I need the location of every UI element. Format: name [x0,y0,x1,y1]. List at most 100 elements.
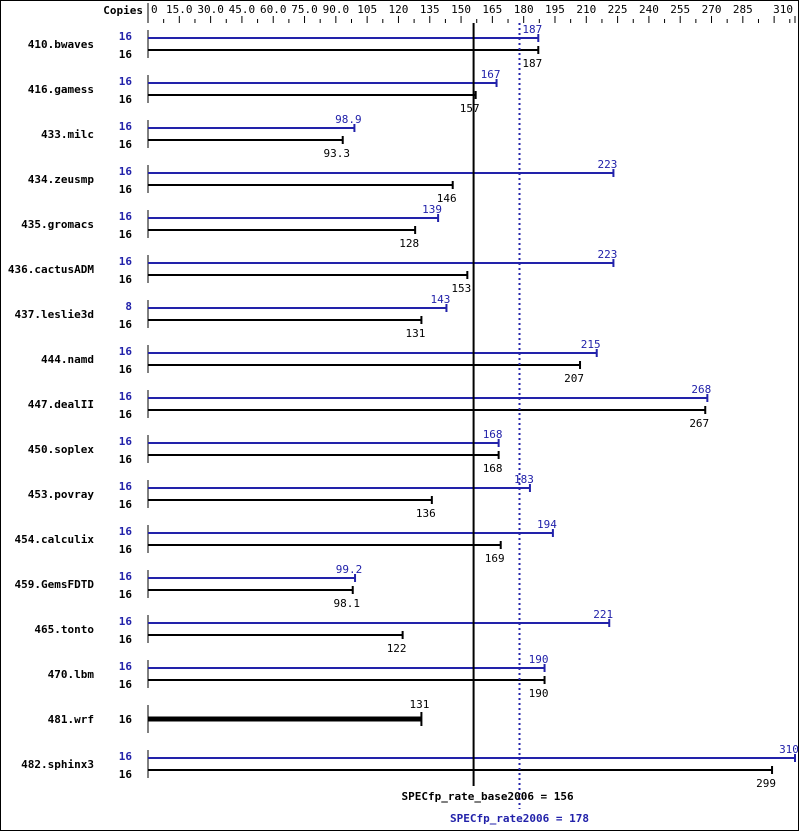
peak-value-label: 215 [581,338,601,351]
base-value-label: 136 [416,507,436,520]
peak-value-label: 310 [779,743,799,756]
base-value-label: 122 [387,642,407,655]
peak-value-label: 99.2 [336,563,363,576]
peak-copies: 16 [119,480,133,493]
peak-copies: 16 [119,615,133,628]
peak-copies: 16 [119,210,133,223]
base-value-label: 153 [451,282,471,295]
peak-value-label: 268 [691,383,711,396]
base-value-label: 299 [756,777,776,790]
x-tick-label: 285 [733,3,753,16]
base-summary-label: SPECfp_rate_base2006 = 156 [401,790,574,803]
peak-value-label: 167 [481,68,501,81]
x-tick-label: 30.0 [197,3,224,16]
base-value-label: 207 [564,372,584,385]
peak-value-label: 139 [422,203,442,216]
peak-value-label: 190 [529,653,549,666]
benchmark-label: 459.GemsFDTD [15,578,95,591]
peak-copies: 16 [119,75,133,88]
peak-copies: 16 [119,120,133,133]
base-value-label: 128 [399,237,419,250]
peak-value-label: 194 [537,518,557,531]
x-tick-label: 75.0 [291,3,318,16]
x-tick-label: 210 [576,3,596,16]
peak-value-label: 168 [483,428,503,441]
benchmark-label: 482.sphinx3 [21,758,94,771]
base-copies: 16 [119,93,133,106]
base-copies: 16 [119,768,133,781]
benchmark-label: 470.lbm [48,668,95,681]
peak-value-label: 183 [514,473,534,486]
base-copies: 16 [119,183,133,196]
benchmark-label: 454.calculix [15,533,95,546]
peak-summary-label: SPECfp_rate2006 = 178 [450,812,589,825]
x-tick-label: 180 [514,3,534,16]
peak-copies: 16 [119,345,133,358]
base-value-label: 146 [437,192,457,205]
x-tick-label: 60.0 [260,3,287,16]
base-copies: 16 [119,138,133,151]
peak-copies: 16 [119,255,133,268]
base-value-label: 98.1 [333,597,360,610]
peak-value-label: 223 [597,248,617,261]
base-value-label: 267 [689,417,709,430]
x-tick-label: 165 [482,3,502,16]
peak-value-label: 221 [593,608,613,621]
benchmark-label: 436.cactusADM [8,263,94,276]
base-copies: 16 [119,273,133,286]
x-tick-label: 240 [639,3,659,16]
base-copies: 16 [119,318,133,331]
benchmark-label: 481.wrf [48,713,94,726]
x-tick-label: 310 [773,3,793,16]
x-tick-label: 120 [389,3,409,16]
base-value-label: 187 [522,57,542,70]
peak-copies: 8 [125,300,132,313]
copies-header: Copies [103,4,143,17]
base-copies: 16 [119,48,133,61]
base-copies: 16 [119,453,133,466]
base-copies: 16 [119,633,133,646]
base-copies: 16 [119,678,133,691]
benchmark-label: 435.gromacs [21,218,94,231]
x-tick-label: 105 [357,3,377,16]
peak-copies: 16 [119,525,133,538]
benchmark-label: 434.zeusmp [28,173,95,186]
base-value-label: 169 [485,552,505,565]
base-copies: 16 [119,588,133,601]
peak-copies: 16 [119,660,133,673]
base-value-label: 157 [460,102,480,115]
base-value-label: 131 [405,327,425,340]
benchmark-label: 465.tonto [34,623,94,636]
x-tick-label: 225 [608,3,628,16]
peak-copies: 16 [119,570,133,583]
peak-value-label: 223 [597,158,617,171]
peak-copies: 16 [119,435,133,448]
base-copies: 16 [119,498,133,511]
x-tick-label: 15.0 [166,3,193,16]
peak-value-label: 143 [431,293,451,306]
x-tick-label: 150 [451,3,471,16]
base-copies: 16 [119,228,133,241]
benchmark-label: 416.gamess [28,83,94,96]
x-tick-label: 135 [420,3,440,16]
peak-copies: 16 [119,750,133,763]
peak-copies: 16 [119,165,133,178]
benchmark-label: 410.bwaves [28,38,94,51]
peak-value-label: 187 [522,23,542,36]
peak-value-label: 98.9 [335,113,362,126]
benchmark-label: 444.namd [41,353,94,366]
x-tick-label: 90.0 [323,3,350,16]
x-tick-label: 45.0 [229,3,256,16]
base-copies: 16 [119,408,133,421]
benchmark-label: 447.dealII [28,398,94,411]
base-value-label: 93.3 [323,147,350,160]
base-copies: 16 [119,713,133,726]
benchmark-label: 433.milc [41,128,94,141]
x-tick-label: 0 [151,3,158,16]
base-copies: 16 [119,363,133,376]
base-copies: 16 [119,543,133,556]
benchmark-label: 437.leslie3d [15,308,94,321]
x-tick-label: 195 [545,3,565,16]
